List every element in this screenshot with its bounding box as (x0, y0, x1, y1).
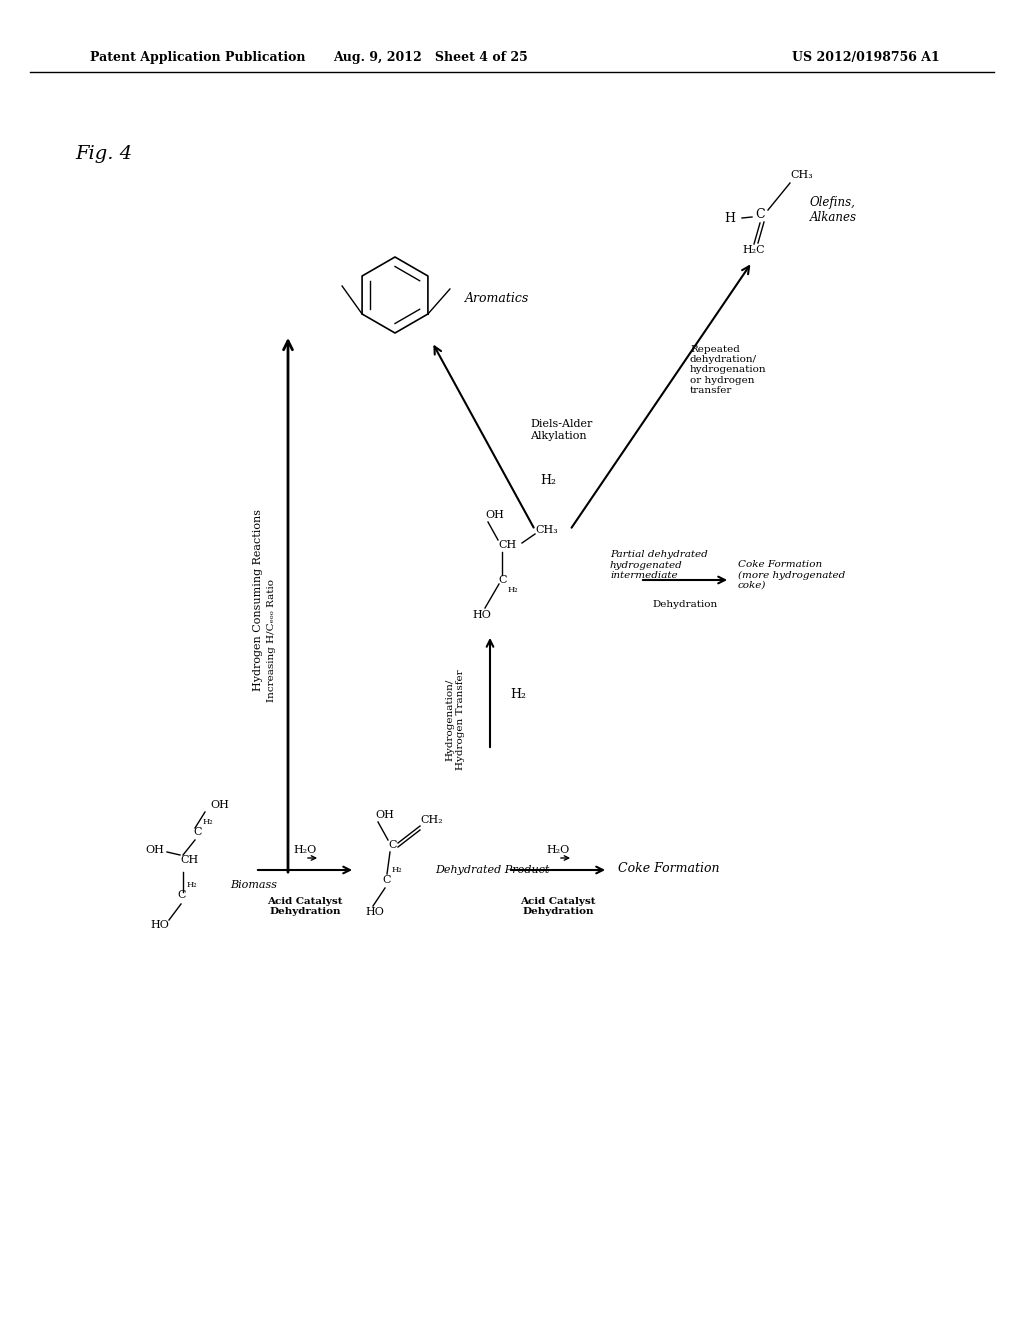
Text: H₂O: H₂O (293, 845, 316, 855)
Text: Dehydrated Product: Dehydrated Product (435, 865, 549, 875)
Text: Aug. 9, 2012   Sheet 4 of 25: Aug. 9, 2012 Sheet 4 of 25 (333, 51, 527, 65)
Text: OH: OH (485, 510, 504, 520)
Text: OH: OH (145, 845, 164, 855)
Text: C: C (382, 875, 390, 884)
Text: Patent Application Publication: Patent Application Publication (90, 51, 305, 65)
Text: H₂O: H₂O (547, 845, 569, 855)
Text: CH₂: CH₂ (420, 814, 442, 825)
Text: Hydrogenation/
Hydrogen Transfer: Hydrogenation/ Hydrogen Transfer (445, 669, 465, 771)
Text: HO: HO (150, 920, 169, 931)
Text: Aromatics: Aromatics (465, 292, 529, 305)
Text: OH: OH (210, 800, 229, 810)
Text: H₂: H₂ (510, 689, 526, 701)
Text: C: C (193, 828, 202, 837)
Text: C: C (388, 840, 396, 850)
Text: Increasing H/Cₑₒₒ Ratio: Increasing H/Cₑₒₒ Ratio (267, 578, 276, 701)
Text: CH₃: CH₃ (535, 525, 558, 535)
Text: Repeated
dehydration/
hydrogenation
or hydrogen
transfer: Repeated dehydration/ hydrogenation or h… (690, 345, 767, 395)
Text: H₂: H₂ (508, 586, 518, 594)
Text: H: H (725, 211, 735, 224)
Text: OH: OH (375, 810, 394, 820)
Text: Hydrogen Consuming Reactions: Hydrogen Consuming Reactions (253, 510, 263, 690)
Text: US 2012/0198756 A1: US 2012/0198756 A1 (793, 51, 940, 65)
Text: H₂: H₂ (540, 474, 556, 487)
Text: Biomass: Biomass (230, 880, 278, 890)
Text: Coke Formation: Coke Formation (618, 862, 720, 874)
Text: H₂: H₂ (392, 866, 402, 874)
Text: CH: CH (498, 540, 516, 550)
Text: Diels-Alder
Alkylation: Diels-Alder Alkylation (530, 420, 592, 441)
Text: CH₃: CH₃ (790, 170, 813, 180)
Text: C: C (177, 890, 185, 900)
Text: H₂: H₂ (187, 880, 198, 888)
Text: Olefins,
Alkanes: Olefins, Alkanes (810, 195, 857, 224)
Text: HO: HO (472, 610, 490, 620)
Text: C: C (755, 209, 765, 222)
Text: H₂: H₂ (203, 818, 214, 826)
Text: Partial dehydrated
hydrogenated
intermediate: Partial dehydrated hydrogenated intermed… (610, 550, 708, 579)
Text: CH: CH (180, 855, 199, 865)
Text: HO: HO (365, 907, 384, 917)
Text: H₂C: H₂C (742, 246, 765, 255)
Text: Coke Formation
(more hydrogenated
coke): Coke Formation (more hydrogenated coke) (738, 560, 845, 590)
Text: Fig. 4: Fig. 4 (75, 145, 132, 162)
Text: Acid Catalyst
Dehydration: Acid Catalyst Dehydration (267, 898, 343, 916)
Text: Acid Catalyst
Dehydration: Acid Catalyst Dehydration (520, 898, 596, 916)
Text: Dehydration: Dehydration (652, 601, 718, 609)
Text: C: C (498, 576, 507, 585)
